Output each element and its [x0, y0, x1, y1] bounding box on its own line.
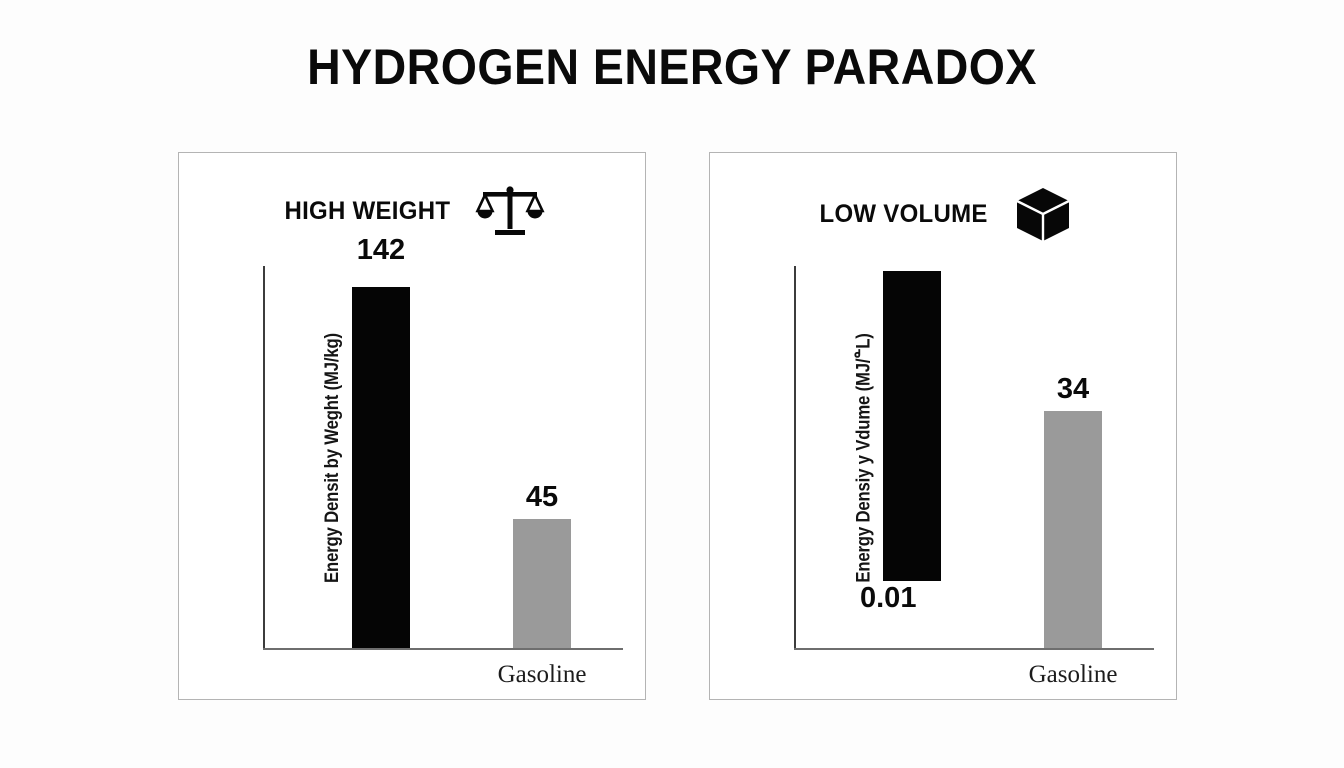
x-tick-label-gasoline: Gasoline — [497, 661, 587, 688]
y-axis-line — [794, 266, 796, 650]
panel-header-label: HIGH WEIGHT — [284, 196, 450, 225]
balance-scale-icon — [475, 185, 545, 237]
bar-value-gasoline: 34 — [1056, 373, 1090, 405]
bar-value-hydrogen: 142 — [356, 234, 406, 266]
x-tick-label-gasoline: Gasoline — [1028, 661, 1118, 688]
bar-gasoline — [1044, 411, 1102, 649]
bar-hydrogen — [883, 271, 941, 581]
panel-header-low-volume: LOW VOLUME — [710, 185, 1178, 243]
x-axis-line — [263, 648, 623, 650]
page-title: HYDROGEN ENERGY PARADOX — [307, 39, 1037, 95]
panel-high-weight: HIGH WEIGHT Energy Densit by Weght (MJ/k… — [178, 152, 646, 700]
bar-gasoline — [513, 519, 571, 649]
panel-low-volume: LOW VOLUME Energy Densiy y Vdume (MJ/ᓐL)… — [709, 152, 1177, 700]
y-axis-label: Energy Densit by Weght (MJ/kg) — [321, 333, 344, 583]
y-axis-line — [263, 266, 265, 650]
y-axis-label: Energy Densiy y Vdume (MJ/ᓐL) — [853, 333, 875, 583]
cube-icon — [1014, 185, 1072, 243]
bar-value-hydrogen: 0.01 — [860, 582, 917, 614]
x-axis-line — [794, 648, 1154, 650]
panel-header-high-weight: HIGH WEIGHT — [179, 185, 647, 237]
chart-low-volume: Energy Densiy y Vdume (MJ/ᓐL) 0.01 34 Ga… — [794, 266, 1154, 688]
bar-hydrogen — [352, 287, 410, 649]
panel-header-label: LOW VOLUME — [819, 199, 989, 228]
chart-high-weight: Energy Densit by Weght (MJ/kg) 142 45 Ga… — [263, 234, 623, 688]
bar-value-gasoline: 45 — [525, 481, 559, 513]
